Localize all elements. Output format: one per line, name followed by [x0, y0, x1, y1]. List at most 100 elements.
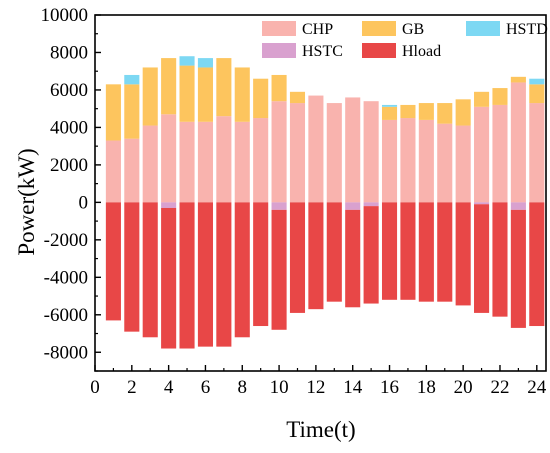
- bar-gb-t23: [510, 76, 526, 83]
- legend-label-hstd: HSTD: [506, 21, 548, 38]
- bar-gb-t20: [455, 99, 471, 126]
- legend-swatch-hstd: [466, 21, 500, 36]
- bar-chp-t16: [381, 119, 398, 203]
- bar-hload-t14: [345, 209, 361, 308]
- bar-hload-t13: [326, 202, 342, 302]
- bar-hstc-t23: [510, 202, 526, 210]
- legend-label-hstc: HSTC: [302, 43, 343, 60]
- x-tick-label: 14: [343, 377, 363, 398]
- bar-chp-t14: [345, 97, 361, 203]
- bar-hload-t15: [363, 206, 379, 304]
- bar-gb-t16: [381, 106, 398, 120]
- x-tick-label: 0: [90, 377, 100, 398]
- bar-chp-t21: [474, 106, 490, 203]
- bar-hstc-t10: [271, 202, 287, 210]
- bar-chp-t24: [529, 103, 545, 203]
- bar-chp-t1: [105, 140, 121, 203]
- bar-gb-t21: [474, 91, 490, 107]
- x-tick-label: 24: [527, 377, 547, 398]
- bar-hload-t5: [179, 202, 195, 349]
- y-tick-label: -6000: [44, 305, 88, 326]
- bar-gb-t7: [216, 58, 232, 117]
- x-tick-label: 16: [380, 377, 399, 398]
- bar-chp-t23: [510, 82, 526, 203]
- y-tick-label: 4000: [50, 117, 88, 138]
- bar-hload-t20: [455, 202, 471, 306]
- y-tick-label: -4000: [44, 267, 88, 288]
- legend-swatch-chp: [262, 21, 296, 36]
- bar-chp-t4: [161, 114, 177, 203]
- bar-hload-t6: [197, 202, 213, 347]
- x-tick-label: 10: [270, 377, 289, 398]
- bar-gb-t8: [234, 67, 250, 122]
- bar-chp-t12: [308, 95, 324, 203]
- legend-label-hload: Hload: [402, 43, 441, 60]
- bar-hload-t17: [400, 202, 416, 300]
- x-tick-label: 8: [238, 377, 248, 398]
- legend-label-gb: GB: [402, 21, 424, 38]
- bar-hload-t19: [437, 202, 453, 302]
- bar-hload-t18: [418, 202, 434, 302]
- legend-swatch-hstc: [262, 43, 296, 58]
- bar-gb-t2: [124, 84, 140, 139]
- bar-hstd-t6: [197, 58, 213, 68]
- bar-hload-t9: [253, 202, 269, 327]
- bar-hstc-t21: [474, 202, 490, 205]
- bar-hload-t22: [492, 202, 508, 317]
- bar-chp-t8: [234, 121, 250, 203]
- bar-chp-t7: [216, 116, 232, 203]
- bar-gb-t4: [161, 58, 177, 115]
- bar-hload-t24: [529, 202, 545, 327]
- y-tick-label: -2000: [44, 230, 88, 251]
- bar-hstc-t15: [363, 202, 379, 207]
- bar-gb-t22: [492, 88, 508, 105]
- bar-chp-t19: [437, 123, 453, 203]
- bar-hload-t21: [474, 204, 490, 313]
- bar-gb-t17: [400, 104, 416, 119]
- bar-hstc-t14: [345, 202, 361, 210]
- legend: CHP GB HSTD HSTC Hload: [262, 21, 548, 60]
- x-tick-label: 12: [306, 377, 325, 398]
- bar-hstc-t4: [161, 202, 177, 208]
- y-tick-label: -8000: [44, 342, 88, 363]
- bar-hload-t1: [105, 202, 121, 321]
- bar-hstd-t5: [179, 56, 195, 66]
- bar-chp-t13: [326, 103, 342, 203]
- bar-chp-t5: [179, 121, 195, 203]
- bar-hload-t12: [308, 202, 324, 310]
- bar-hload-t2: [124, 202, 140, 332]
- bar-gb-t19: [437, 103, 453, 124]
- y-tick-label: 10000: [41, 5, 89, 26]
- bar-chp-t15: [363, 101, 379, 203]
- x-tick-label: 20: [454, 377, 473, 398]
- x-tick-label: 22: [490, 377, 509, 398]
- bar-chp-t22: [492, 104, 508, 203]
- y-axis-title: Power(kW): [14, 148, 39, 255]
- axes-layer: 0 2 4 6 8 10 12 14 16 18 20 22 24-8000-6000-4000-200…: [41, 5, 547, 398]
- x-tick-label: 2: [127, 377, 137, 398]
- bar-gb-t18: [418, 103, 434, 120]
- x-tick-label: 6: [201, 377, 211, 398]
- legend-swatch-gb: [362, 21, 396, 36]
- bar-hload-t3: [142, 202, 158, 338]
- bar-chp-t10: [271, 101, 287, 203]
- bar-chp-t9: [253, 118, 269, 203]
- bar-chp-t6: [197, 121, 213, 203]
- legend-label-chp: CHP: [302, 21, 333, 38]
- plot-frame: [94, 14, 547, 372]
- bar-hload-t7: [216, 202, 232, 347]
- bar-chp-t11: [289, 103, 306, 203]
- bar-hload-t10: [271, 209, 287, 330]
- bar-chp-t17: [400, 118, 416, 203]
- bar-gb-t11: [289, 91, 306, 104]
- bar-hload-t4: [161, 207, 177, 349]
- bar-gb-t5: [179, 65, 195, 122]
- bar-gb-t10: [271, 74, 287, 102]
- bar-gb-t3: [142, 67, 158, 126]
- x-tick-label: 4: [164, 377, 174, 398]
- bar-hload-t23: [510, 209, 526, 328]
- bar-chp-t3: [142, 125, 158, 203]
- bar-chp-t20: [455, 125, 471, 203]
- bar-hstd-t16: [381, 104, 398, 107]
